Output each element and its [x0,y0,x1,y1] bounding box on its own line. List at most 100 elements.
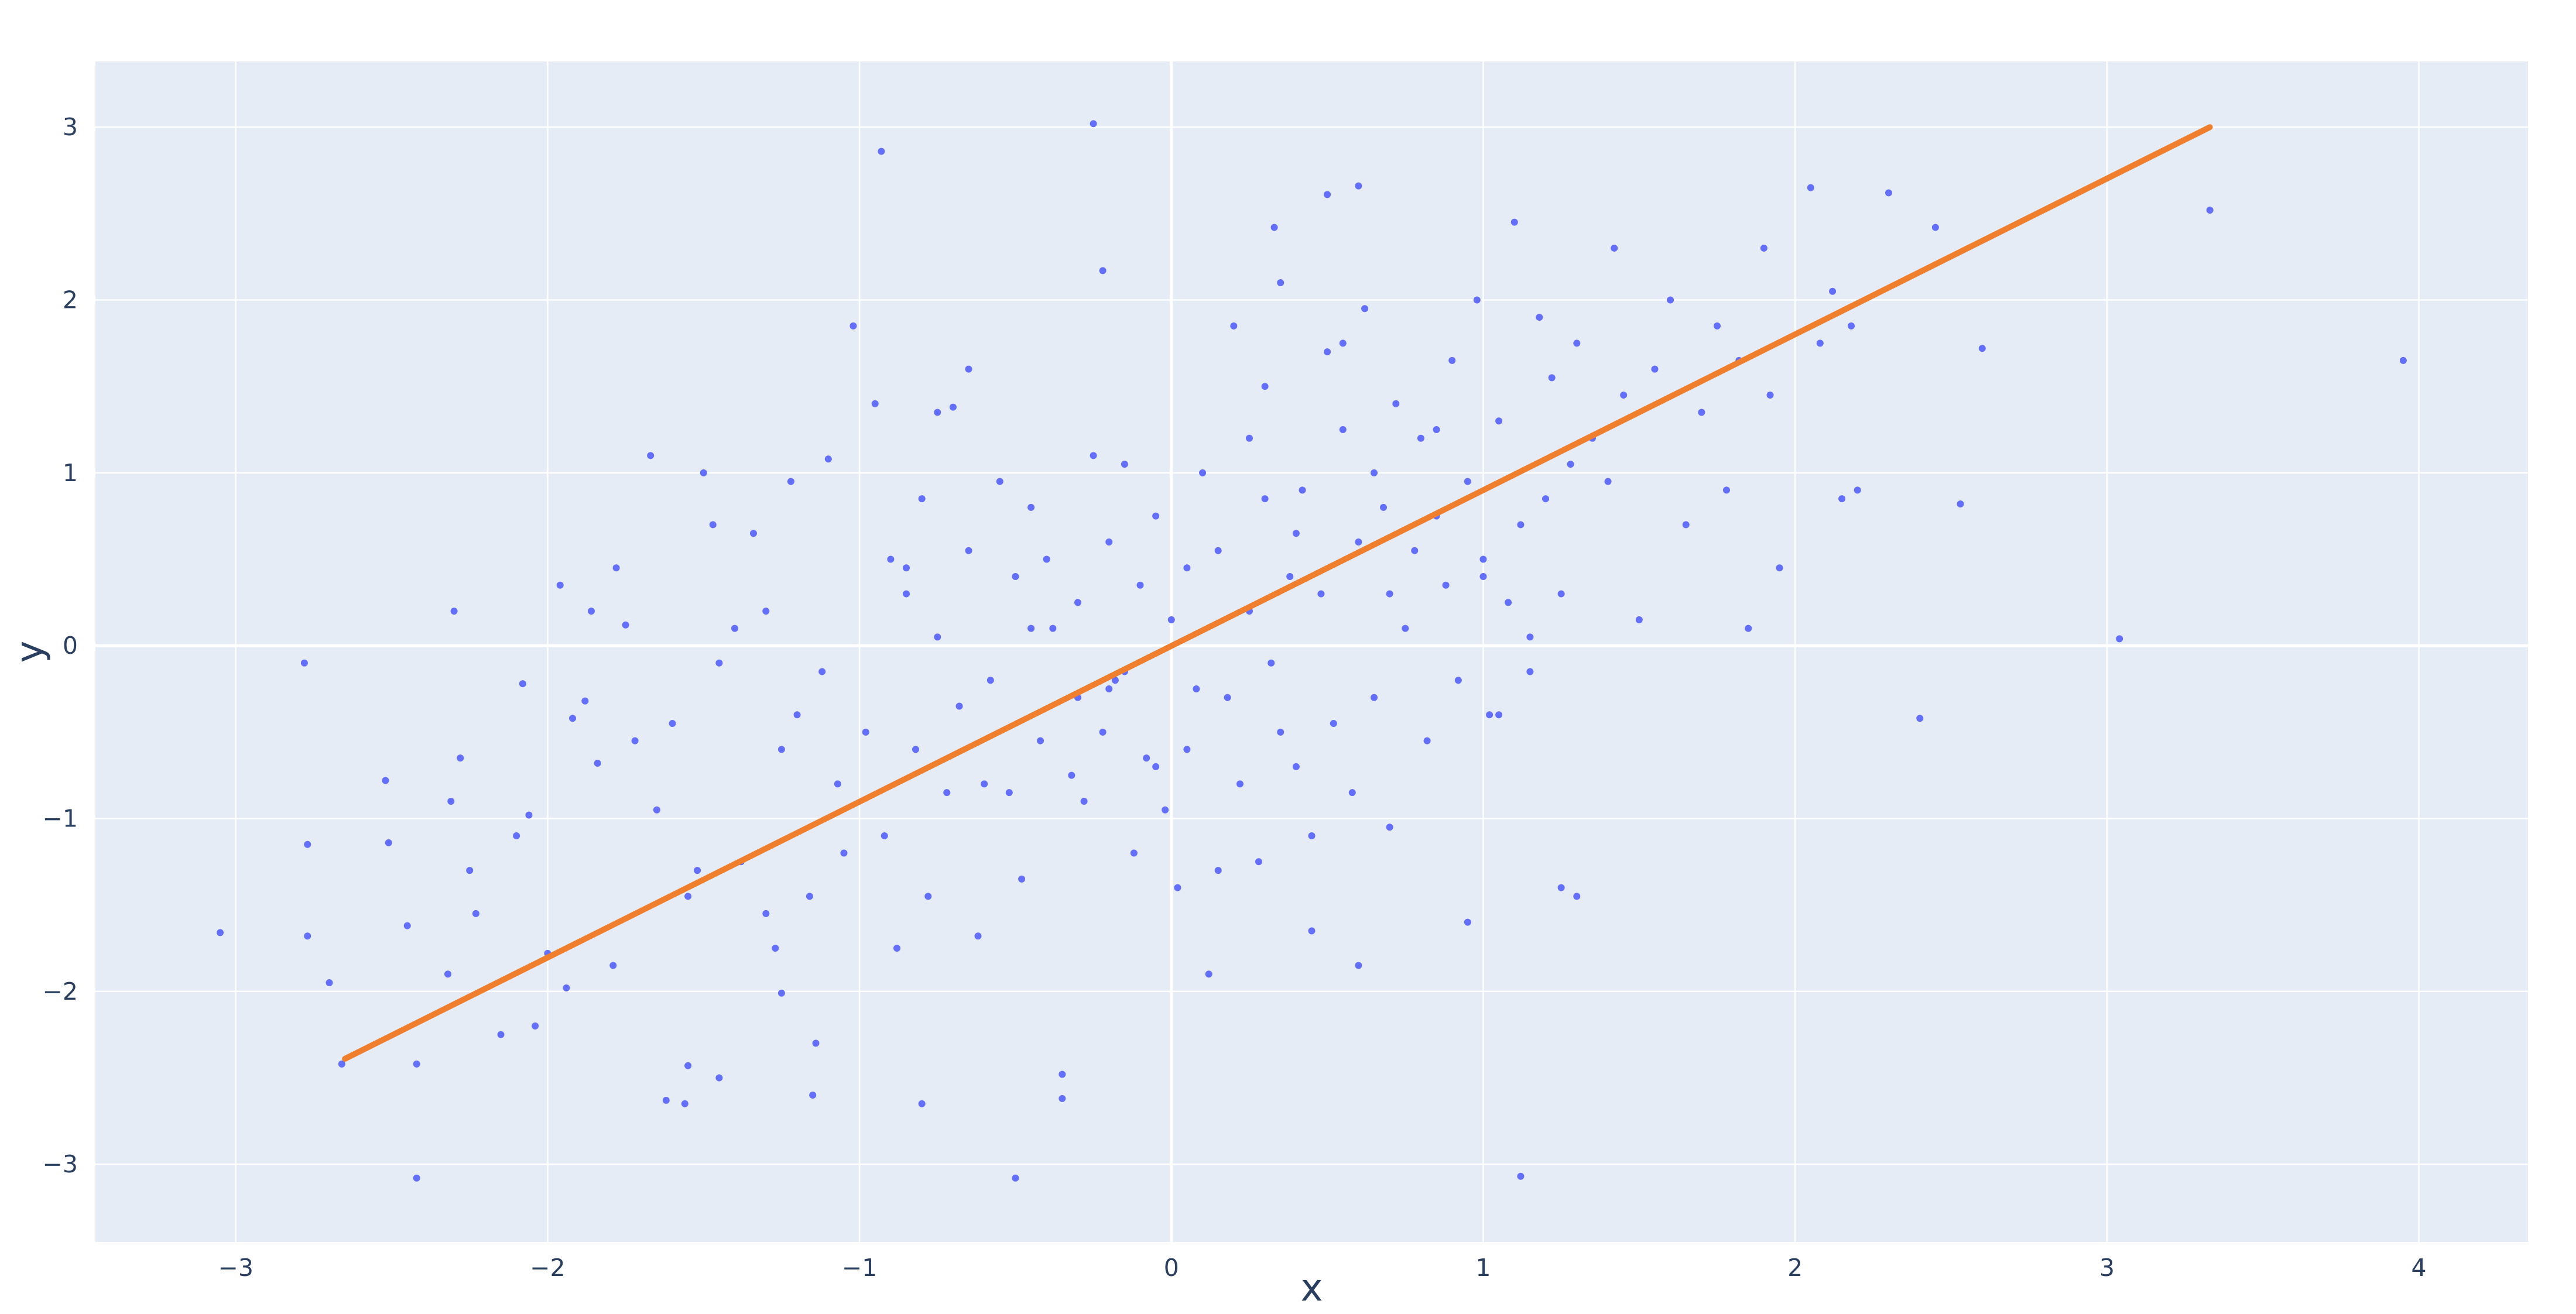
scatter-point [1099,267,1107,275]
scatter-point [1068,771,1075,779]
scatter-point [1495,417,1503,425]
scatter-point [217,929,224,936]
scatter-point [981,780,988,788]
scatter-point [1495,711,1503,719]
scatter-point [986,677,994,684]
scatter-point [304,840,311,848]
scatter-point [1152,512,1160,520]
scatter-point [1829,287,1837,295]
scatter-point [1162,806,1169,814]
scatter-point [1049,625,1057,632]
scatter-point [934,409,941,416]
grid-lines [95,61,2528,1242]
scatter-point [1766,391,1774,399]
scatter-point [1330,720,1337,728]
scatter-point [444,970,451,978]
scatter-point [793,711,801,719]
x-tick-label: 0 [1164,1254,1179,1282]
scatter-point [1573,893,1581,900]
scatter-point [447,797,455,805]
x-tick-label: −2 [530,1254,565,1282]
scatter-point [934,633,941,641]
scatter-point [1348,789,1356,797]
scatter-point [681,1100,688,1107]
scatter-point [1573,339,1581,347]
scatter-point [1012,573,1019,581]
scatter-point [1978,345,1986,352]
scatter-point [1090,452,1097,459]
scatter-point [1380,503,1388,511]
scatter-point [1854,486,1861,494]
scatter-point [1199,469,1207,476]
scatter-point [1230,322,1238,330]
y-tick-label: −1 [43,804,78,832]
scatter-point [772,944,779,952]
scatter-point [1355,182,1362,190]
scatter-point [1517,1172,1525,1180]
scatter-point [1292,763,1300,770]
x-tick-label: 2 [1787,1254,1803,1282]
scatter-point [1183,564,1191,572]
scatter-point [1776,564,1783,572]
scatter-point [715,659,723,667]
y-tick-label: 1 [63,459,78,487]
scatter-point [519,680,526,688]
scatter-point [1838,495,1846,503]
scatter-point [849,322,857,330]
scatter-point [1214,547,1222,554]
zero-lines [95,61,2528,1242]
scatter-point [1286,573,1294,581]
scatter-point [1722,486,1730,494]
scatter-point [834,780,841,788]
scatter-point [809,1091,817,1099]
scatter-point [694,867,701,874]
scatter-point [1324,348,1331,356]
scatter-point [1510,218,1518,226]
scatter-point [1479,555,1487,563]
y-axis-ticks: −3 −2 −1 0 1 2 3 [43,113,78,1178]
scatter-point [556,581,564,589]
x-tick-label: 4 [2411,1254,2427,1282]
scatter-point [1557,884,1565,891]
scatter-point [1261,383,1269,390]
scatter-point [594,759,601,767]
scatter-point [1355,538,1362,546]
scatter-point [1224,694,1231,701]
scatter-point [684,893,692,900]
x-tick-label: 1 [1475,1254,1491,1282]
scatter-point [1130,849,1138,857]
scatter-point [1760,244,1767,252]
scatter-point [1448,356,1456,364]
scatter-point [840,849,848,857]
scatter-point [1121,461,1128,468]
scatter-point [1018,875,1026,883]
scatter-point [955,702,963,710]
x-tick-label: 3 [2099,1254,2115,1282]
scatter-point [1386,824,1393,831]
scatter-point [1299,486,1306,494]
scatter-point [1386,590,1393,598]
scatter-point [1542,495,1550,503]
scatter-point [871,400,879,407]
scatter-point [1105,538,1113,546]
scatter-points [217,120,2407,1182]
scatter-point [1105,685,1113,692]
scatter-point [2399,356,2407,364]
trend-line [342,124,2213,1062]
scatter-point [1080,797,1088,805]
scatter-point [1255,858,1262,866]
y-tick-label: 3 [63,113,78,141]
scatter-point [862,728,869,736]
scatter-point [1099,728,1107,736]
scatter-point [653,806,660,814]
scatter-point [1536,314,1543,321]
scatter-point [1205,970,1212,978]
scatter-point [1074,599,1081,606]
scatter-point [1442,581,1450,589]
scatter-point [1548,374,1556,382]
scatter-point [1667,296,1674,304]
scatter-point [631,737,639,745]
scatter-point [1261,495,1269,503]
scatter-point [1745,625,1752,632]
